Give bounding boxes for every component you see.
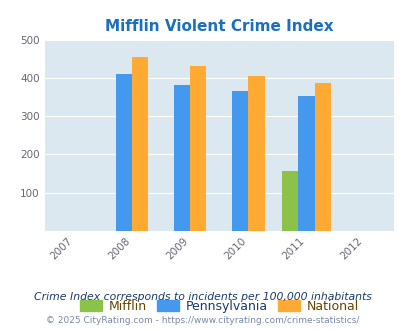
Bar (190, 66, 206, 231)
Legend: Mifflin, Pennsylvania, National: Mifflin, Pennsylvania, National (75, 295, 363, 318)
Title: Mifflin Violent Crime Index: Mifflin Violent Crime Index (104, 19, 333, 34)
Bar (314, 83, 330, 231)
Text: Crime Index corresponds to incidents per 100,000 inhabitants: Crime Index corresponds to incidents per… (34, 292, 371, 302)
Bar (115, 74, 132, 231)
Bar (281, 171, 298, 231)
Bar (173, 85, 190, 231)
Bar (132, 57, 148, 231)
Text: © 2025 CityRating.com - https://www.cityrating.com/crime-statistics/: © 2025 CityRating.com - https://www.city… (46, 315, 359, 325)
Bar (298, 96, 314, 231)
Bar (248, 76, 264, 231)
Bar (232, 91, 248, 231)
